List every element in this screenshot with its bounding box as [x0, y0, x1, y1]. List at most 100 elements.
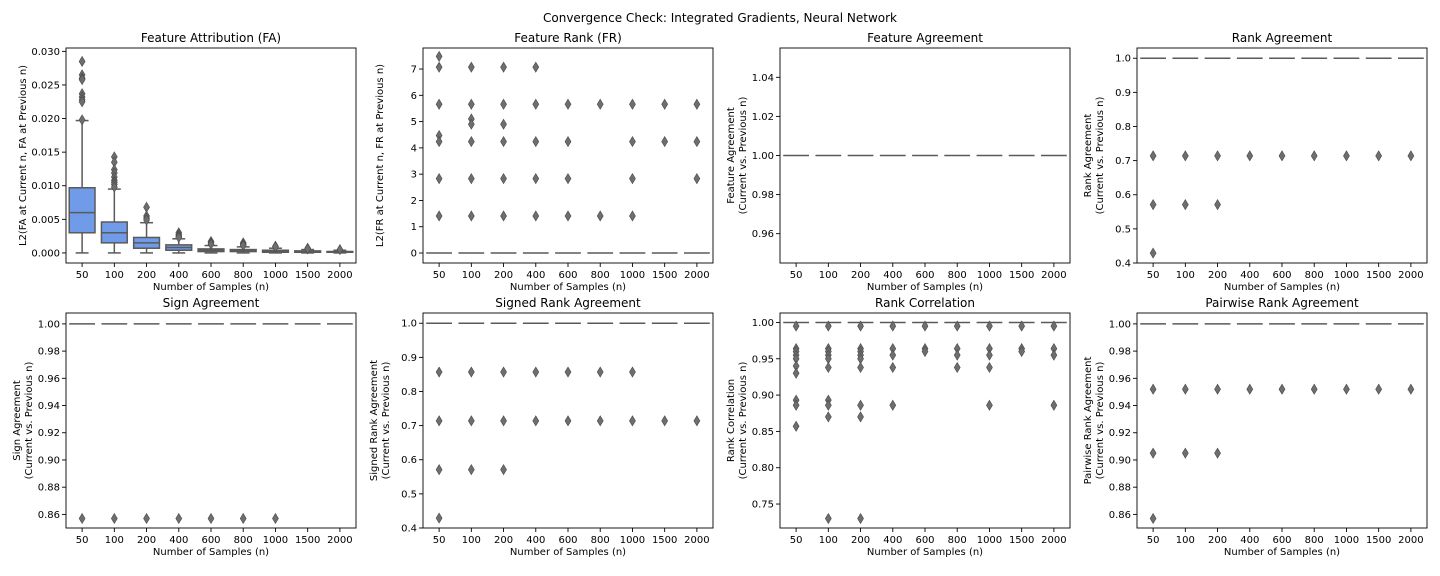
outlier-point [532, 135, 540, 148]
box-600 [198, 323, 224, 525]
outlier-point [629, 173, 636, 185]
outlier-point [792, 420, 800, 432]
outlier-point [435, 512, 443, 524]
x-tick-label: 1000 [620, 535, 645, 546]
y-tick-label: 0.4 [1115, 259, 1131, 270]
box-2000 [1041, 320, 1067, 411]
outlier-point [857, 320, 864, 332]
box-100 [1172, 323, 1199, 459]
outlier-point [435, 464, 443, 476]
x-tick-label: 400 [169, 270, 188, 281]
y-tick-label: 0.020 [31, 114, 60, 125]
y-tick-label: 0.025 [31, 80, 60, 91]
x-tick-label: 2000 [684, 535, 709, 546]
outlier-point [824, 361, 832, 374]
outlier-point [564, 98, 572, 110]
box-400 [1236, 323, 1263, 395]
x-tick-label: 2000 [1398, 270, 1423, 281]
outlier-point [629, 210, 636, 222]
y-tick-label: 1.00 [38, 319, 60, 330]
outlier-point [435, 173, 443, 185]
y-axis-label: (Current vs. Previous n) [738, 97, 749, 215]
box-1500 [651, 98, 678, 254]
outlier-point [110, 181, 118, 193]
box-100 [101, 323, 128, 525]
x-tick-label: 1500 [295, 535, 320, 546]
outlier-point [500, 98, 507, 110]
outlier-point [661, 98, 669, 110]
outlier-point [1181, 199, 1189, 211]
outlier-point [1278, 150, 1286, 162]
outlier-point [435, 415, 443, 427]
box-400 [522, 322, 549, 427]
x-tick-label: 400 [526, 270, 545, 281]
outlier-point [596, 210, 604, 222]
outlier-point [986, 361, 993, 374]
outlier-point [1246, 383, 1254, 395]
y-tick-label: 3 [411, 170, 417, 181]
outlier-point [78, 96, 86, 108]
y-tick-label: 1.00 [1109, 319, 1131, 330]
outlier-point [661, 135, 669, 148]
box-400 [1236, 57, 1263, 162]
outlier-point [1214, 383, 1221, 395]
x-tick-label: 2000 [1041, 535, 1066, 546]
y-tick-label: 0.98 [1109, 347, 1131, 358]
x-tick-label: 100 [105, 535, 124, 546]
x-axis-label: Number of Samples (n) [510, 547, 626, 558]
box-2000 [684, 322, 710, 427]
chart-title: Feature Attribution (FA) [141, 31, 281, 45]
outlier-point [175, 512, 183, 525]
outlier-point [467, 61, 475, 73]
y-tick-label: 0.8 [1115, 122, 1131, 133]
y-tick-label: 0.90 [752, 391, 774, 402]
box-200 [132, 201, 161, 254]
x-tick-label: 400 [883, 535, 902, 546]
chart-panel-4: Rank Agreement 50 100 200 400 600 800 1000 1500 2… [1083, 31, 1428, 293]
outlier-point [500, 464, 507, 476]
outlier-point [1149, 199, 1157, 211]
x-tick-label: 600 [201, 270, 220, 281]
x-tick-label: 200 [1208, 270, 1227, 281]
x-tick-label: 600 [1272, 270, 1291, 281]
y-tick-label: 0.92 [38, 428, 60, 439]
chart-title: Rank Correlation [875, 296, 975, 310]
box-50 [783, 320, 809, 432]
outlier-point [1407, 383, 1415, 395]
outlier-point [1018, 320, 1026, 332]
outlier-point [921, 345, 929, 358]
x-tick-label: 1500 [652, 270, 677, 281]
outlier-point [1149, 150, 1157, 162]
y-tick-label: 0.6 [1115, 190, 1131, 201]
outlier-point [629, 98, 636, 110]
outlier-point [889, 349, 897, 361]
outlier-point [467, 173, 475, 185]
outlier-point [207, 512, 215, 525]
outlier-point [1149, 447, 1157, 459]
y-tick-label: 0.80 [752, 463, 774, 474]
outlier-point [824, 399, 832, 411]
y-tick-label: 0.96 [1109, 374, 1131, 385]
x-axis-label: Number of Samples (n) [510, 282, 626, 293]
x-tick-label: 100 [462, 270, 481, 281]
y-axis-label: (Current vs. Previous n) [381, 362, 392, 480]
y-axis-label: Signed Rank Agreement [369, 360, 380, 481]
outlier-point [1375, 383, 1383, 395]
outlier-point [564, 210, 572, 222]
x-tick-label: 1500 [295, 270, 320, 281]
box-body [68, 187, 96, 234]
outlier-point [1214, 447, 1221, 459]
y-tick-label: 1.00 [752, 318, 774, 329]
x-axis-label: Number of Samples (n) [1224, 282, 1340, 293]
chart-panel-6: Signed Rank Agreement 50 100 200 400 600 800 10… [369, 296, 714, 558]
outlier-point [857, 361, 864, 374]
outlier-point [532, 98, 540, 110]
y-tick-label: 0.000 [31, 248, 60, 259]
box-600 [555, 322, 581, 427]
y-tick-label: 0.7 [401, 421, 417, 432]
box-50 [1140, 323, 1166, 525]
outlier-point [435, 135, 443, 148]
box-200 [847, 320, 874, 525]
x-tick-label: 800 [234, 535, 253, 546]
